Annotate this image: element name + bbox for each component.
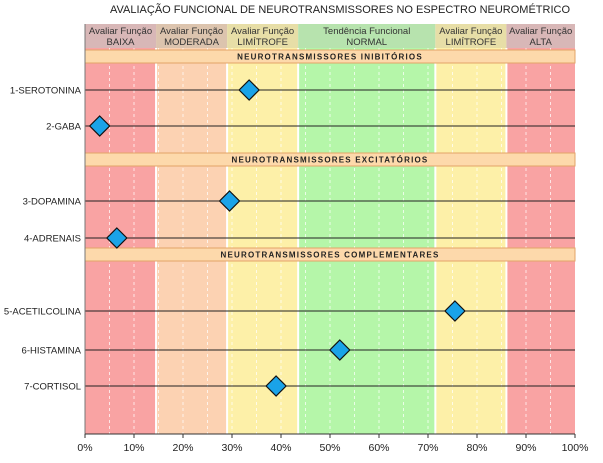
category-label: 1-SEROTONINA — [10, 86, 82, 97]
x-tick-label: 40% — [270, 442, 291, 454]
zone-header-line1: Avaliar Função — [160, 26, 223, 37]
zone-header-line2: LIMÍTROFE — [446, 37, 497, 48]
x-axis: 0% 10% 20% 30% 40% 50% 60% 70% 80% 90% 100% — [77, 24, 588, 454]
zone-band — [435, 48, 507, 434]
x-tick-label: 80% — [466, 442, 487, 454]
x-tick-label: 100% — [562, 442, 589, 454]
data-rows: 1-SEROTONINA 2-GABA 3-DOPAMINA 4-ADRENAIS 5-… — [4, 79, 575, 397]
x-tick-label: 70% — [417, 442, 438, 454]
zone-band — [298, 48, 436, 434]
zone-header-line2: LIMÍTROFE — [237, 37, 288, 48]
zone-band — [506, 48, 575, 434]
category-label: 6-HISTAMINA — [22, 346, 82, 357]
section-banner-label: NEUROTRANSMISSORES EXCITATÓRIOS — [232, 156, 429, 165]
section-banners: NEUROTRANSMISSORES INIBITÓRIOS NEUROTRANS… — [84, 49, 576, 262]
zone-header-bg — [506, 24, 575, 48]
data-point-marker — [218, 190, 241, 212]
x-tick-label: 90% — [515, 442, 536, 454]
zone-header-bg — [435, 24, 507, 48]
data-point-marker — [328, 339, 351, 361]
data-point-marker — [88, 115, 111, 137]
x-tick-label: 60% — [368, 442, 389, 454]
zone-bands — [85, 24, 575, 434]
zone-band — [227, 48, 299, 434]
zone-header-line1: Avaliar Função — [439, 26, 502, 37]
section-banner-label: NEUROTRANSMISSORES COMPLEMENTARES — [220, 251, 439, 260]
zone-header-line1: Avaliar Função — [89, 26, 152, 37]
x-tick-label: 10% — [123, 442, 144, 454]
data-point-marker — [238, 79, 260, 101]
chart-title: AVALIAÇÃO FUNCIONAL DE NEUROTRANSMISSORE… — [110, 3, 570, 16]
zone-header-line2: NORMAL — [346, 37, 387, 48]
zone-header-line1: Avaliar Função — [231, 26, 294, 37]
zone-header-line1: Avaliar Função — [509, 26, 572, 37]
data-point-marker — [444, 300, 466, 322]
category-label: 2-GABA — [46, 122, 82, 133]
zone-header-line1: Tendência Funcional — [323, 26, 410, 37]
zone-band — [156, 48, 228, 434]
zone-header-bg — [85, 24, 157, 48]
data-point-marker — [106, 227, 128, 249]
zone-header-bg — [298, 24, 436, 48]
category-label: 4-ADRENAIS — [24, 234, 81, 245]
zone-header-line2: BAIXA — [107, 37, 136, 48]
zone-header-bg — [156, 24, 228, 48]
zone-header-line2: ALTA — [530, 37, 553, 48]
section-banner-label: NEUROTRANSMISSORES INIBITÓRIOS — [237, 53, 423, 62]
x-tick-label: 30% — [221, 442, 242, 454]
zone-header-line2: MODERADA — [164, 37, 220, 48]
x-tick-label: 0% — [77, 442, 92, 454]
category-label: 3-DOPAMINA — [23, 197, 82, 208]
category-label: 7-CORTISOL — [24, 382, 81, 393]
data-point-marker — [265, 375, 287, 397]
zone-header-bg — [227, 24, 299, 48]
x-tick-label: 50% — [319, 442, 340, 454]
x-tick-label: 20% — [172, 442, 193, 454]
category-label: 5-ACETILCOLINA — [4, 307, 82, 318]
